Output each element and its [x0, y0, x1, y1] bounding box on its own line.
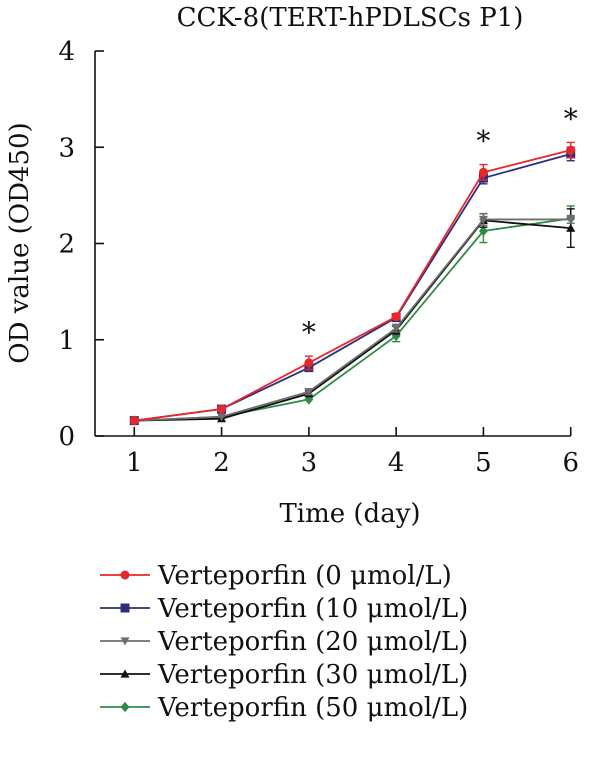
x-tick-label: 3	[301, 448, 318, 478]
legend-label: Verteporfin (50 μmol/L)	[157, 693, 468, 723]
legend-label: Verteporfin (30 μmol/L)	[157, 660, 468, 690]
x-tick-label: 5	[475, 448, 492, 478]
legend: Verteporfin (0 μmol/L)Verteporfin (10 μm…	[100, 561, 468, 723]
legend-item: Verteporfin (10 μmol/L)	[100, 594, 468, 624]
series-line	[134, 219, 571, 422]
significance-marker: *	[302, 316, 316, 349]
data-point	[217, 404, 227, 414]
data-point	[129, 416, 139, 426]
series-group	[129, 146, 576, 426]
x-axis-label: Time (day)	[279, 499, 420, 529]
y-tick-label: 3	[58, 133, 75, 163]
legend-label: Verteporfin (10 μmol/L)	[157, 594, 468, 624]
axes: 0 1 2 3 4 1 2 3 4 5 6	[58, 37, 579, 478]
x-tick-label: 1	[126, 448, 143, 478]
series-group	[129, 141, 576, 426]
series-line	[134, 218, 571, 422]
data-point	[478, 215, 488, 224]
data-point	[304, 358, 314, 368]
series-group	[129, 208, 576, 425]
data-point	[478, 167, 488, 177]
legend-item: Verteporfin (50 μmol/L)	[100, 693, 468, 723]
data-point	[391, 324, 401, 333]
significance-marker: *	[564, 102, 578, 135]
x-tick-label: 4	[388, 448, 405, 478]
data-point	[566, 223, 576, 232]
legend-marker	[120, 701, 130, 713]
data-point	[566, 145, 576, 155]
series-line	[134, 153, 571, 422]
legend-marker	[120, 603, 130, 613]
legend-label: Verteporfin (20 μmol/L)	[157, 627, 468, 657]
y-axis-label: OD value (OD450)	[5, 122, 35, 363]
series-line	[134, 149, 571, 422]
legend-item: Verteporfin (0 μmol/L)	[100, 561, 452, 591]
chart-title: CCK-8(TERT-hPDLSCs P1)	[177, 3, 524, 33]
x-tick-label: 6	[562, 448, 579, 478]
plot-area: * * *	[129, 102, 578, 426]
legend-item: Verteporfin (20 μmol/L)	[100, 627, 468, 657]
data-point	[217, 413, 227, 422]
data-point	[304, 388, 314, 397]
data-point	[566, 215, 576, 224]
series-group	[129, 212, 576, 426]
y-tick-label: 4	[58, 37, 75, 67]
significance-marker: *	[476, 125, 490, 158]
y-tick-label: 0	[58, 422, 75, 452]
y-tick-label: 1	[58, 326, 75, 356]
series-line	[134, 217, 571, 422]
legend-marker	[120, 669, 130, 678]
legend-label: Verteporfin (0 μmol/L)	[157, 561, 452, 591]
y-tick-label: 2	[58, 230, 75, 260]
legend-item: Verteporfin (30 μmol/L)	[100, 660, 468, 690]
legend-marker	[120, 570, 130, 580]
x-tick-label: 2	[213, 448, 230, 478]
legend-marker	[120, 637, 130, 646]
data-point	[391, 312, 401, 322]
series-group	[129, 205, 576, 426]
data-point	[478, 225, 488, 237]
